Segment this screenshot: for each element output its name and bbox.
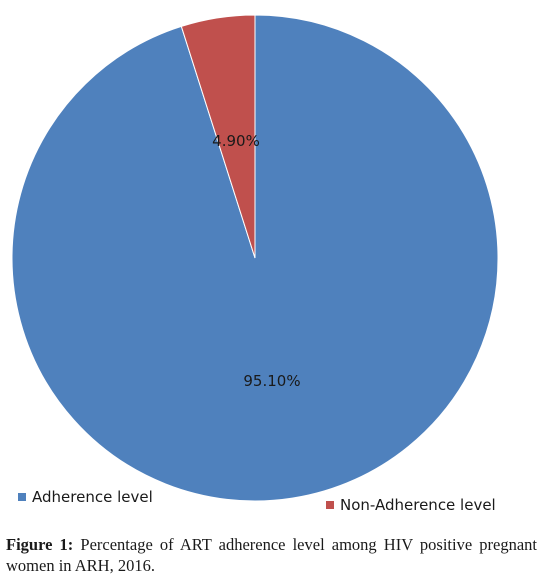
chart-legend: Adherence level Non-Adherence level xyxy=(0,488,543,514)
data-label-non-adherence: 4.90% xyxy=(212,132,260,150)
legend-swatch-adherence xyxy=(18,493,26,501)
figure-caption-label: Figure 1: xyxy=(6,535,74,554)
pie-slice-non-adherence xyxy=(180,14,256,259)
legend-item-adherence: Adherence level xyxy=(18,488,153,506)
legend-label-adherence: Adherence level xyxy=(32,488,153,506)
legend-swatch-non-adherence xyxy=(326,501,334,509)
data-label-adherence: 95.10% xyxy=(243,372,300,390)
figure-caption-text: Percentage of ART adherence level among … xyxy=(6,535,537,575)
legend-label-non-adherence: Non-Adherence level xyxy=(340,496,496,514)
legend-item-non-adherence: Non-Adherence level xyxy=(326,496,496,514)
pie-chart: 95.10% 4.90% xyxy=(11,14,499,502)
figure-caption: Figure 1: Percentage of ART adherence le… xyxy=(6,534,537,576)
